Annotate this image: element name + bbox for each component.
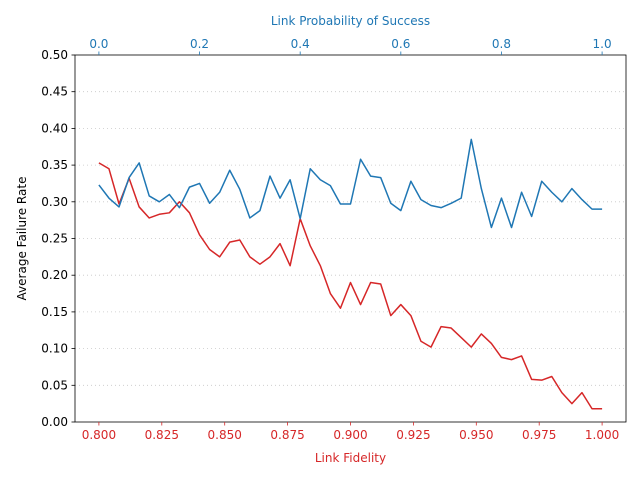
y-axis-left: 0.00 0.05 0.10 0.15 0.20 0.25 0.30 0.35 0.40 0.45… <box>41 48 75 429</box>
series-lines <box>98 138 603 410</box>
y-tick-label: 0.25 <box>41 232 68 246</box>
y-tick-label: 0.10 <box>41 342 68 356</box>
y-tick-label: 0.20 <box>41 268 68 282</box>
y-axis-label: Average Failure Rate <box>15 177 29 301</box>
x-tick-label: 0.900 <box>333 428 367 442</box>
x2-tick-label: 0.0 <box>89 37 108 51</box>
y-tick-label: 0.50 <box>41 48 68 62</box>
x-tick-label: 0.975 <box>522 428 556 442</box>
x2-tick-label: 0.6 <box>391 37 410 51</box>
y-tick-label: 0.15 <box>41 305 68 319</box>
y-tick-label: 0.30 <box>41 195 68 209</box>
x-axis-label: Link Fidelity <box>315 451 386 465</box>
x-tick-label: 0.875 <box>270 428 304 442</box>
x2-tick-label: 1.0 <box>593 37 612 51</box>
y-tick-label: 0.40 <box>41 121 68 135</box>
y-tick-label: 0.35 <box>41 158 68 172</box>
probability-series-line <box>98 138 603 229</box>
y-tick-label: 0.05 <box>41 378 68 392</box>
y-tick-label: 0.00 <box>41 415 68 429</box>
x-tick-label: 0.850 <box>208 428 242 442</box>
x-tick-label: 1.000 <box>585 428 619 442</box>
y-tick-label: 0.45 <box>41 85 68 99</box>
x-tick-label: 0.950 <box>459 428 493 442</box>
x-tick-label: 0.825 <box>145 428 179 442</box>
x2-tick-label: 0.4 <box>291 37 310 51</box>
x-axis-bottom: 0.800 0.825 0.850 0.875 0.900 0.925 0.950 0.975… <box>82 422 619 442</box>
x2-axis-label: Link Probability of Success <box>271 14 430 28</box>
x-axis-top: 0.0 0.2 0.4 0.6 0.8 1.0 <box>89 37 612 55</box>
fidelity-series-line <box>98 162 603 410</box>
x-tick-label: 0.925 <box>396 428 430 442</box>
x-tick-label: 0.800 <box>82 428 116 442</box>
x2-tick-label: 0.2 <box>190 37 209 51</box>
x2-tick-label: 0.8 <box>492 37 511 51</box>
